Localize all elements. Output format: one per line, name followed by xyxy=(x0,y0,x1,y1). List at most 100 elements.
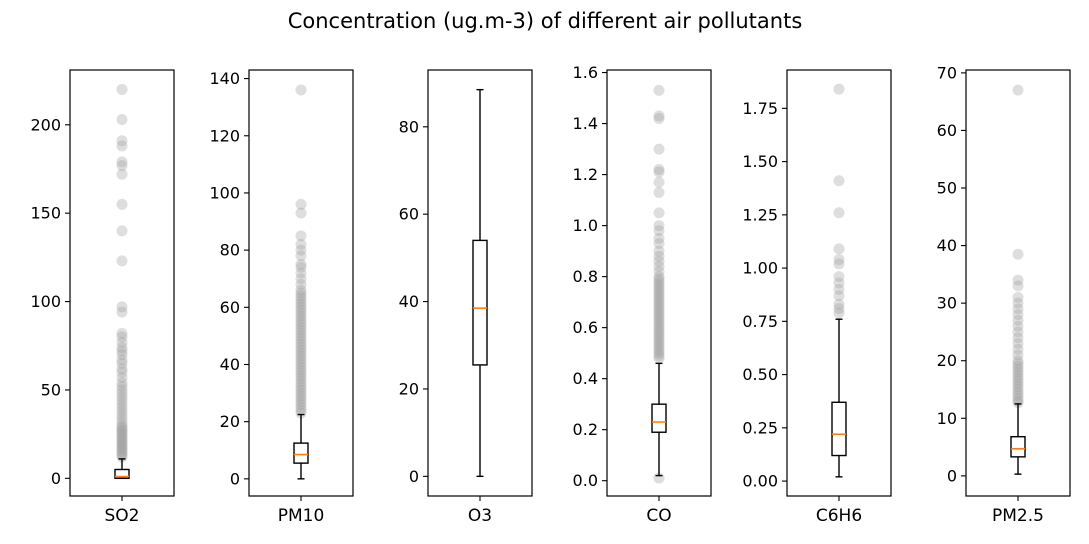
outlier-point xyxy=(116,135,128,147)
outlier-point xyxy=(653,255,665,267)
outlier-point xyxy=(116,428,128,440)
iqr-box xyxy=(1010,436,1026,458)
y-tick-label: 20 xyxy=(937,351,957,370)
outlier-point xyxy=(116,402,128,414)
outlier-point xyxy=(116,255,128,267)
outlier-point xyxy=(653,276,665,288)
outlier-point xyxy=(653,309,665,321)
outlier-point xyxy=(295,364,307,376)
outlier-point xyxy=(833,283,845,295)
outlier-point xyxy=(833,254,845,266)
outlier-point xyxy=(295,84,307,96)
outlier-point xyxy=(653,245,665,257)
outlier-point xyxy=(295,376,307,388)
y-tick-label: 1.00 xyxy=(742,259,778,278)
outlier-point xyxy=(116,448,128,460)
outlier-point xyxy=(653,296,665,308)
outlier-point xyxy=(116,140,128,152)
subplot-co: 0.0 0.2 0.4 0.6 0.8 1.0 1.2 1.4 1.6 CO xyxy=(573,63,712,526)
outlier-point xyxy=(295,341,307,353)
outlier-point xyxy=(116,451,128,463)
outlier-point xyxy=(116,380,128,392)
outlier-point xyxy=(116,159,128,171)
y-tick-label: 100 xyxy=(209,183,240,202)
y-tick-label: 150 xyxy=(30,204,61,223)
subplot-pm25: 0 10 20 30 40 50 60 70 PM2.5 xyxy=(937,63,1071,526)
outlier-point xyxy=(653,186,665,198)
outlier-point xyxy=(116,442,128,454)
outlier-point xyxy=(1012,381,1024,393)
outlier-point xyxy=(1012,248,1024,260)
y-tick-label: 70 xyxy=(937,63,957,82)
x-category-label: SO2 xyxy=(105,506,140,526)
outlier-point xyxy=(116,156,128,168)
y-tick-label: 1.75 xyxy=(742,99,778,118)
outlier-point xyxy=(116,433,128,445)
outlier-point xyxy=(295,307,307,319)
outlier-point xyxy=(116,168,128,180)
outlier-point xyxy=(653,350,665,362)
outlier-point xyxy=(116,372,128,384)
y-tick-label: 1.4 xyxy=(573,114,598,133)
outlier-point xyxy=(295,293,307,305)
y-tick-label: 1.2 xyxy=(573,165,598,184)
outlier-point xyxy=(1012,372,1024,384)
y-tick-label: 60 xyxy=(399,205,419,224)
y-tick-label: 60 xyxy=(937,121,957,140)
outlier-point xyxy=(116,363,128,375)
outlier-point xyxy=(295,261,307,273)
outlier-point xyxy=(653,314,665,326)
y-tick-label: 10 xyxy=(937,409,957,428)
outlier-point xyxy=(116,412,128,424)
outlier-point xyxy=(295,267,307,279)
outlier-point xyxy=(653,271,665,283)
outlier-point xyxy=(1012,309,1024,321)
outlier-point xyxy=(1012,274,1024,286)
outlier-point xyxy=(1012,389,1024,401)
figure-title: Concentration (ug.m-3) of different air … xyxy=(288,9,803,33)
outlier-point xyxy=(653,291,665,303)
outlier-point xyxy=(1012,291,1024,303)
y-tick-label: 60 xyxy=(220,298,240,317)
outlier-point xyxy=(295,198,307,210)
outlier-point xyxy=(295,321,307,333)
outlier-point xyxy=(653,329,665,341)
outlier-point xyxy=(653,225,665,237)
outlier-point xyxy=(833,258,845,270)
outlier-point xyxy=(653,84,665,96)
outlier-point xyxy=(653,288,665,300)
iqr-box xyxy=(114,468,130,480)
outlier-point xyxy=(653,342,665,354)
outlier-point xyxy=(295,393,307,405)
outlier-point xyxy=(833,243,845,255)
y-tick-label: 40 xyxy=(399,292,419,311)
outlier-point xyxy=(116,336,128,348)
outlier-point xyxy=(295,316,307,328)
outlier-point xyxy=(653,273,665,285)
outlier-point xyxy=(1012,386,1024,398)
outlier-point xyxy=(1012,397,1024,409)
outlier-point xyxy=(116,301,128,313)
outlier-point xyxy=(1012,392,1024,404)
outlier-point xyxy=(1012,332,1024,344)
y-tick-label: 140 xyxy=(209,69,240,88)
outlier-point xyxy=(295,356,307,368)
outlier-point xyxy=(295,378,307,390)
y-tick-label: 1.0 xyxy=(573,216,598,235)
outlier-point xyxy=(116,426,128,438)
outlier-point xyxy=(295,344,307,356)
outlier-point xyxy=(295,318,307,330)
y-tick-label: 0.50 xyxy=(742,365,778,384)
outlier-point xyxy=(116,425,128,437)
outlier-point xyxy=(653,352,665,364)
y-tick-label: 0.25 xyxy=(742,418,778,437)
outlier-point xyxy=(295,387,307,399)
y-tick-label: 0.75 xyxy=(742,312,778,331)
outlier-point xyxy=(653,324,665,336)
outlier-point xyxy=(653,317,665,329)
outlier-point xyxy=(1012,358,1024,370)
outlier-point xyxy=(295,396,307,408)
subplot-c6h6: 0.00 0.25 0.50 0.75 1.00 1.25 1.50 1.75 C6H6 xyxy=(742,69,892,526)
outlier-point xyxy=(653,304,665,316)
